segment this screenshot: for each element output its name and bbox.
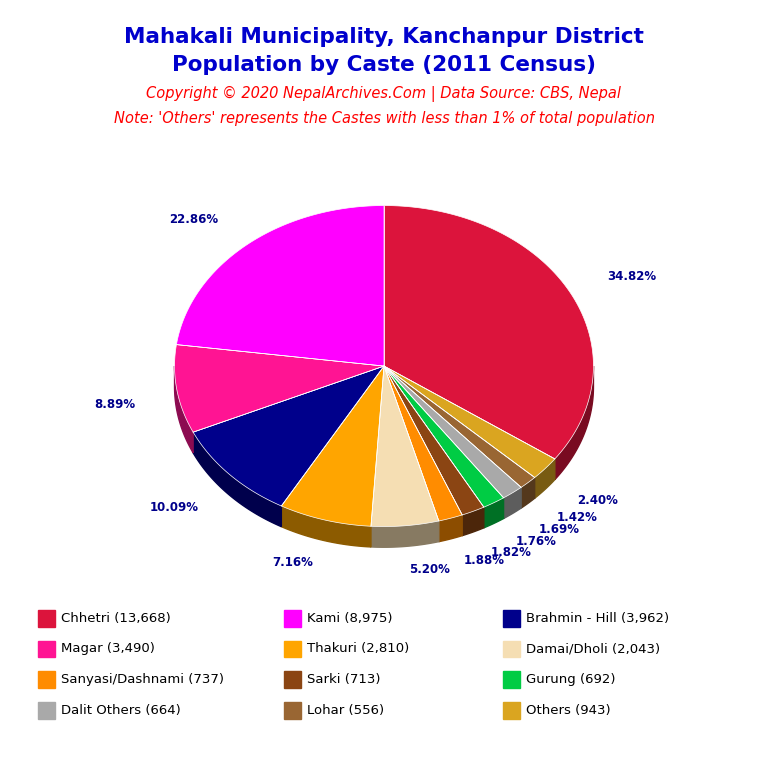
Polygon shape <box>371 521 439 548</box>
Polygon shape <box>371 366 439 527</box>
Polygon shape <box>177 206 384 366</box>
Text: Sarki (713): Sarki (713) <box>307 674 381 686</box>
Text: Copyright © 2020 NepalArchives.Com | Data Source: CBS, Nepal: Copyright © 2020 NepalArchives.Com | Dat… <box>147 86 621 102</box>
Text: 1.69%: 1.69% <box>538 523 579 536</box>
Polygon shape <box>174 345 384 432</box>
Text: 22.86%: 22.86% <box>170 214 219 227</box>
Polygon shape <box>521 478 535 508</box>
Text: 5.20%: 5.20% <box>409 563 450 576</box>
Text: Brahmin - Hill (3,962): Brahmin - Hill (3,962) <box>526 612 669 624</box>
Polygon shape <box>193 366 384 506</box>
Polygon shape <box>384 366 535 488</box>
Polygon shape <box>384 366 554 478</box>
Text: Population by Caste (2011 Census): Population by Caste (2011 Census) <box>172 55 596 75</box>
Text: Note: 'Others' represents the Castes with less than 1% of total population: Note: 'Others' represents the Castes wit… <box>114 111 654 127</box>
Text: Lohar (556): Lohar (556) <box>307 704 384 717</box>
Polygon shape <box>504 488 521 518</box>
Polygon shape <box>193 432 281 527</box>
Text: 8.89%: 8.89% <box>94 398 135 411</box>
Text: 1.76%: 1.76% <box>516 535 557 548</box>
Text: 7.16%: 7.16% <box>272 556 313 569</box>
Polygon shape <box>384 366 484 515</box>
Text: Others (943): Others (943) <box>526 704 611 717</box>
Text: 1.82%: 1.82% <box>491 545 532 558</box>
Polygon shape <box>384 366 521 498</box>
Polygon shape <box>174 366 193 453</box>
Polygon shape <box>384 366 504 507</box>
Text: Magar (3,490): Magar (3,490) <box>61 643 155 655</box>
Polygon shape <box>462 507 484 535</box>
Text: Mahakali Municipality, Kanchanpur District: Mahakali Municipality, Kanchanpur Distri… <box>124 27 644 47</box>
Text: Thakuri (2,810): Thakuri (2,810) <box>307 643 409 655</box>
Polygon shape <box>535 459 554 498</box>
Text: Dalit Others (664): Dalit Others (664) <box>61 704 181 717</box>
Text: 1.88%: 1.88% <box>464 554 505 567</box>
Polygon shape <box>484 498 504 528</box>
Text: Sanyasi/Dashnami (737): Sanyasi/Dashnami (737) <box>61 674 224 686</box>
Text: 10.09%: 10.09% <box>150 501 199 514</box>
Polygon shape <box>554 366 594 480</box>
Polygon shape <box>281 506 371 547</box>
Text: Chhetri (13,668): Chhetri (13,668) <box>61 612 171 624</box>
Polygon shape <box>384 206 594 459</box>
Text: 1.42%: 1.42% <box>557 511 598 524</box>
Text: 2.40%: 2.40% <box>578 494 618 507</box>
Polygon shape <box>384 366 462 521</box>
Text: 34.82%: 34.82% <box>607 270 657 283</box>
Text: Damai/Dholi (2,043): Damai/Dholi (2,043) <box>526 643 660 655</box>
Text: Gurung (692): Gurung (692) <box>526 674 616 686</box>
Polygon shape <box>281 366 384 526</box>
Polygon shape <box>439 515 462 541</box>
Text: Kami (8,975): Kami (8,975) <box>307 612 392 624</box>
